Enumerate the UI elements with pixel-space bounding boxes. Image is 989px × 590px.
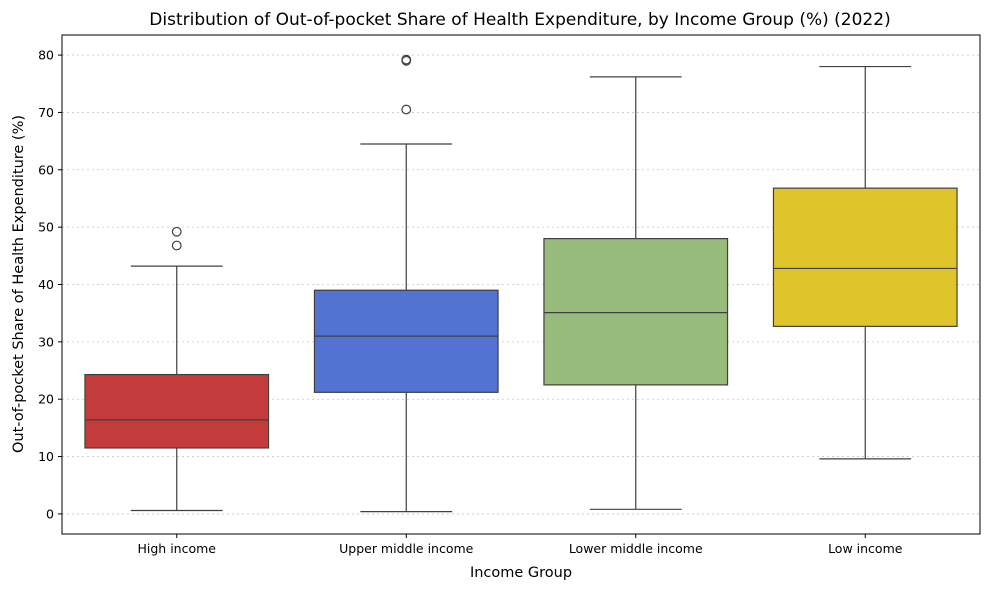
box-group bbox=[543, 76, 729, 510]
box-group bbox=[772, 65, 958, 460]
y-tick-label: 60 bbox=[38, 162, 54, 177]
y-tick-label: 0 bbox=[46, 506, 54, 521]
iqr-box bbox=[543, 238, 729, 386]
outlier-point bbox=[171, 226, 182, 237]
y-tick-label: 40 bbox=[38, 277, 54, 292]
y-axis-label: Out-of-pocket Share of Health Expenditur… bbox=[11, 115, 27, 453]
y-tick-label: 30 bbox=[38, 334, 54, 349]
x-tick-label: Lower middle income bbox=[569, 541, 703, 556]
box-group bbox=[313, 54, 499, 513]
iqr-box bbox=[313, 289, 499, 393]
box-group bbox=[84, 226, 270, 512]
iqr-box bbox=[772, 187, 958, 327]
outlier-point bbox=[171, 240, 182, 251]
x-tick-label: Upper middle income bbox=[339, 541, 474, 556]
y-tick-label: 80 bbox=[38, 48, 54, 63]
iqr-box bbox=[84, 373, 270, 449]
boxes-layer bbox=[84, 54, 958, 513]
chart-title: Distribution of Out-of-pocket Share of H… bbox=[149, 10, 890, 30]
y-tick-label: 10 bbox=[38, 449, 54, 464]
y-tick-label: 70 bbox=[38, 105, 54, 120]
x-axis-label: Income Group bbox=[470, 565, 572, 581]
x-tick-label: Low income bbox=[828, 541, 903, 556]
y-tick-label: 50 bbox=[38, 220, 54, 235]
y-axis-ticks: 0 10 20 30 40 50 60 70 80 bbox=[38, 48, 62, 521]
y-tick-label: 20 bbox=[38, 392, 54, 407]
x-tick-label: High income bbox=[138, 541, 217, 556]
outlier-point bbox=[401, 104, 412, 115]
x-axis-ticks: High income Upper middle income Lower midd… bbox=[138, 534, 903, 556]
outlier-point bbox=[401, 54, 412, 65]
